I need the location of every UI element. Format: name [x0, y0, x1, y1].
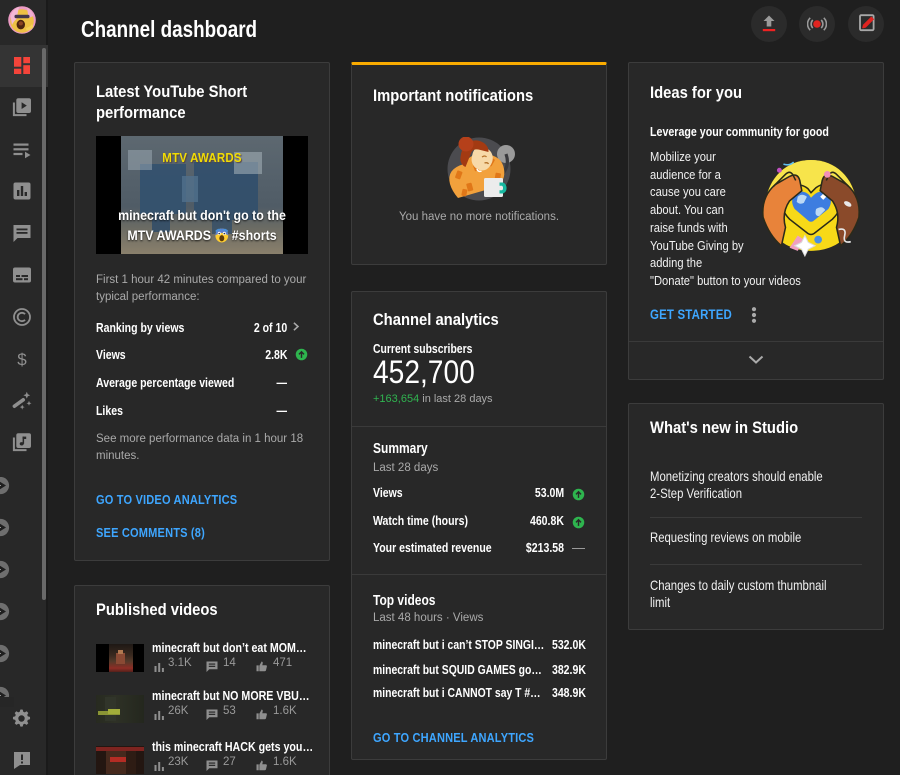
- svg-text:$: $: [17, 350, 27, 369]
